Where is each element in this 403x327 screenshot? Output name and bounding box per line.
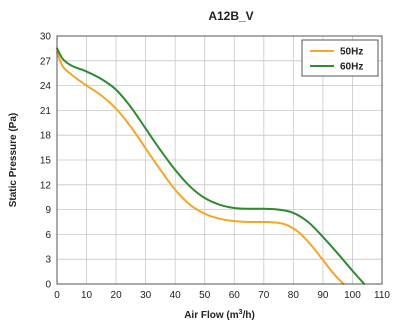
- x-tick-label: 100: [344, 290, 361, 301]
- x-tick-label: 0: [54, 290, 60, 301]
- y-tick-label: 9: [45, 205, 51, 216]
- y-tick-label: 21: [40, 106, 52, 117]
- legend-label: 60Hz: [340, 62, 363, 73]
- x-tick-label: 20: [111, 290, 123, 301]
- x-tick-label: 90: [317, 290, 329, 301]
- chart-title: A12B_V: [208, 9, 253, 23]
- legend-label: 50Hz: [340, 47, 363, 58]
- y-axis-ticks: 0 3 6 9 12 15 18 21 24 27 30: [40, 32, 52, 291]
- y-tick-label: 0: [45, 280, 51, 291]
- y-tick-label: 6: [45, 230, 51, 241]
- x-tick-label: 30: [140, 290, 152, 301]
- y-tick-label: 12: [40, 180, 52, 191]
- x-axis-label: Air Flow (m3/h): [184, 309, 255, 321]
- x-tick-label: 110: [374, 290, 390, 301]
- x-tick-label: 10: [81, 290, 93, 301]
- x-tick-label: 50: [199, 290, 211, 301]
- legend-box: [301, 39, 379, 77]
- series-lines: [56, 47, 366, 285]
- y-tick-label: 30: [40, 32, 52, 43]
- x-tick-label: 40: [170, 290, 182, 301]
- y-tick-label: 15: [40, 156, 52, 167]
- x-tick-label: 60: [229, 290, 241, 301]
- plot-frame: [56, 35, 383, 285]
- x-axis-ticks: 0 10 20 30 40 50 60 70 80 90 100 110: [54, 290, 390, 301]
- y-tick-label: 18: [40, 131, 52, 142]
- x-tick-label: 70: [258, 290, 270, 301]
- series-line-60hz: [56, 47, 366, 285]
- series-line-50hz: [56, 51, 345, 285]
- x-tick-label: 80: [288, 290, 300, 301]
- y-tick-label: 3: [45, 255, 51, 266]
- legend: 50Hz 60Hz: [301, 39, 379, 77]
- y-tick-label: 24: [40, 81, 52, 92]
- y-tick-label: 27: [40, 56, 52, 67]
- y-axis-label: Static Pressure (Pa): [8, 113, 19, 208]
